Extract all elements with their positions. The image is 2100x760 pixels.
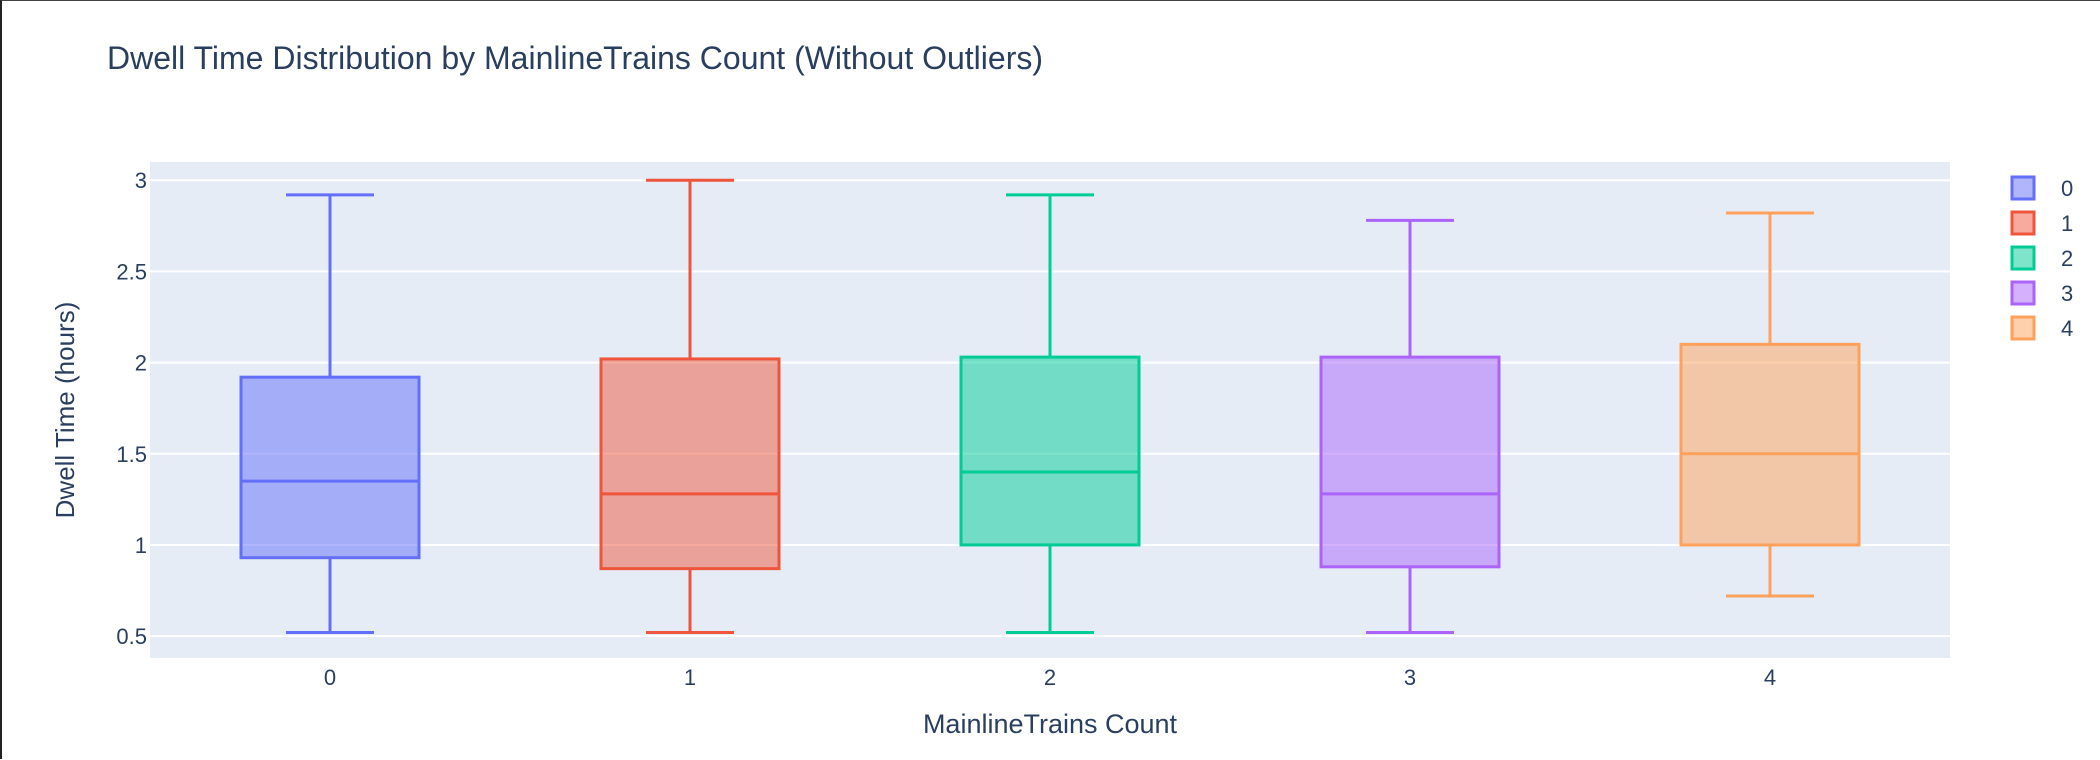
legend-item-3[interactable]: 3 <box>2010 280 2073 306</box>
x-tick-label: 0 <box>324 665 336 690</box>
x-tick-label: 4 <box>1764 665 1776 690</box>
legend-label: 1 <box>2061 211 2073 236</box>
interquartile-box <box>1679 342 1861 547</box>
x-tick-label: 1 <box>684 665 696 690</box>
legend-swatch <box>2010 245 2036 271</box>
y-tick-label: 0.5 <box>116 624 147 649</box>
legend-item-2[interactable]: 2 <box>2010 245 2073 271</box>
legend[interactable]: 0 1 2 3 4 <box>2010 175 2073 341</box>
legend-item-0[interactable]: 0 <box>2010 175 2073 201</box>
box-2 <box>959 193 1141 634</box>
box-3 <box>1319 218 1501 634</box>
y-tick-labels: 0.5 1 1.5 2 2.5 3 <box>116 168 147 649</box>
x-tick-label: 2 <box>1044 665 1056 690</box>
interquartile-box <box>599 357 781 571</box>
legend-label: 0 <box>2061 176 2073 201</box>
x-tick-labels: 0 1 2 3 4 <box>324 665 1776 690</box>
y-tick-label: 2.5 <box>116 259 147 284</box>
x-tick-label: 3 <box>1404 665 1416 690</box>
interquartile-box <box>959 355 1141 547</box>
box-0 <box>239 193 421 634</box>
interquartile-box <box>1319 355 1501 569</box>
interquartile-box <box>239 375 421 560</box>
y-tick-label: 2 <box>135 351 147 376</box>
legend-swatch <box>2010 280 2036 306</box>
box-4 <box>1679 211 1861 598</box>
legend-swatch <box>2010 175 2036 201</box>
chart-title: Dwell Time Distribution by MainlineTrain… <box>107 40 1043 76</box>
legend-swatch <box>2010 315 2036 341</box>
y-tick-label: 3 <box>135 168 147 193</box>
x-axis-label: MainlineTrains Count <box>923 709 1178 739</box>
legend-label: 3 <box>2061 281 2073 306</box>
y-tick-label: 1 <box>135 533 147 558</box>
legend-item-4[interactable]: 4 <box>2010 315 2073 341</box>
box-1 <box>599 178 781 634</box>
legend-swatch <box>2010 210 2036 236</box>
legend-item-1[interactable]: 1 <box>2010 210 2073 236</box>
boxes <box>239 178 1861 634</box>
legend-label: 2 <box>2061 246 2073 271</box>
y-tick-label: 1.5 <box>116 442 147 467</box>
y-axis-label: Dwell Time (hours) <box>50 302 80 519</box>
legend-label: 4 <box>2061 316 2073 341</box>
